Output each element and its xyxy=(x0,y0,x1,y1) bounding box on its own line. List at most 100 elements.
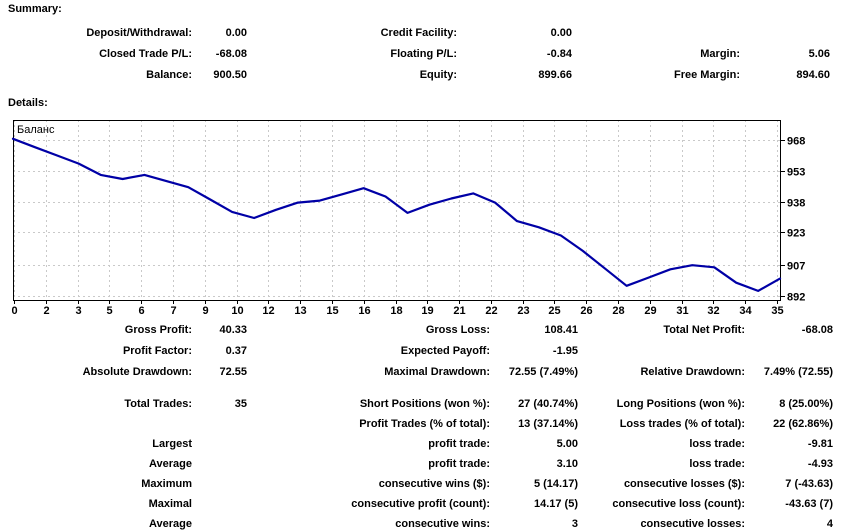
stat-label: Total Net Profit: xyxy=(663,324,745,336)
svg-text:907: 907 xyxy=(787,261,805,273)
stat-label: Credit Facility: xyxy=(380,27,457,39)
stat-value xyxy=(192,414,247,434)
details-row: Total Trades: 35 Short Positions (won %)… xyxy=(0,394,858,414)
stat-value: 35 xyxy=(234,398,247,410)
details-heading: Details: xyxy=(8,97,48,109)
svg-text:25: 25 xyxy=(548,305,560,317)
stat-label: loss trade: xyxy=(689,458,745,470)
stat-value: 40.33 xyxy=(219,324,247,336)
stat-label: consecutive profit (count): xyxy=(351,498,490,510)
stat-value: -9.81 xyxy=(807,438,833,450)
stat-value xyxy=(192,434,247,454)
stat-label: consecutive losses ($): xyxy=(623,478,745,490)
svg-text:21: 21 xyxy=(453,305,465,317)
stat-label: Long Positions (won %): xyxy=(616,398,745,410)
svg-text:968: 968 xyxy=(787,136,805,148)
stat-label: Gross Profit: xyxy=(124,324,192,336)
stat-value: 4 xyxy=(826,518,833,530)
stat-value: -68.08 xyxy=(215,48,247,60)
details-row: Average consecutive wins: 3 consecutive … xyxy=(0,514,858,532)
svg-text:18: 18 xyxy=(390,305,402,317)
stat-value: 8 (25.00%) xyxy=(779,398,833,410)
stat-label: Floating P/L: xyxy=(390,48,457,60)
stat-label: Maximal Drawdown: xyxy=(384,366,490,378)
svg-text:29: 29 xyxy=(644,305,656,317)
stat-value xyxy=(192,474,247,494)
summary-heading: Summary: xyxy=(8,3,62,15)
stat-label: Deposit/Withdrawal: xyxy=(86,27,192,39)
stat-value: 0.37 xyxy=(225,345,247,357)
chart-frame xyxy=(13,120,785,304)
stat-value: 27 (40.74%) xyxy=(518,398,578,410)
stat-label: profit trade: xyxy=(428,458,490,470)
svg-text:5: 5 xyxy=(106,305,112,317)
stat-label: Closed Trade P/L: xyxy=(99,48,192,60)
details-row: Average profit trade: 3.10 loss trade: -… xyxy=(0,454,858,474)
stat-value: -0.84 xyxy=(546,48,572,60)
svg-text:938: 938 xyxy=(787,198,805,210)
details-row: Largest profit trade: 5.00 loss trade: -… xyxy=(0,434,858,454)
stat-label: Short Positions (won %): xyxy=(359,398,490,410)
stat-value: 5 (14.17) xyxy=(533,478,578,490)
details-row: Gross Profit: 40.33 Gross Loss: 108.41 T… xyxy=(0,320,858,341)
stat-value: 22 (62.86%) xyxy=(773,418,833,430)
stat-value xyxy=(192,494,247,514)
stat-value xyxy=(745,341,833,362)
svg-text:9: 9 xyxy=(202,305,208,317)
stat-label: Total Trades: xyxy=(124,398,192,410)
stat-label: consecutive wins ($): xyxy=(378,478,490,490)
svg-text:923: 923 xyxy=(787,228,805,240)
svg-text:32: 32 xyxy=(707,305,719,317)
summary-row: Balance: 900.50 Equity: 899.66 Free Marg… xyxy=(0,65,858,86)
stat-label: Margin: xyxy=(700,48,740,60)
balance-line xyxy=(11,137,782,292)
svg-text:15: 15 xyxy=(326,305,338,317)
svg-text:19: 19 xyxy=(421,305,433,317)
stat-value: 899.66 xyxy=(538,69,572,81)
svg-text:7: 7 xyxy=(170,305,176,317)
svg-text:31: 31 xyxy=(676,305,688,317)
stat-label xyxy=(0,414,192,434)
stat-label: Loss trades (% of total): xyxy=(619,418,745,430)
summary-row: Deposit/Withdrawal: 0.00 Credit Facility… xyxy=(0,23,858,44)
stat-label: profit trade: xyxy=(428,438,490,450)
stat-value: 3 xyxy=(571,518,578,530)
svg-text:10: 10 xyxy=(231,305,243,317)
stat-label: Profit Factor: xyxy=(122,345,192,357)
details-row: Absolute Drawdown: 72.55 Maximal Drawdow… xyxy=(0,362,858,383)
stat-value: 72.55 xyxy=(219,366,247,378)
stat-value: 7.49% (72.55) xyxy=(763,366,833,378)
stat-value: 72.55 (7.49%) xyxy=(508,366,578,378)
stat-value: 13 (37.14%) xyxy=(518,418,578,430)
stat-value: -68.08 xyxy=(801,324,833,336)
svg-text:12: 12 xyxy=(262,305,274,317)
details-row: Maximum consecutive wins ($): 5 (14.17) … xyxy=(0,474,858,494)
stat-value: 5.00 xyxy=(556,438,578,450)
details-row: Profit Factor: 0.37 Expected Payoff: -1.… xyxy=(0,341,858,362)
svg-text:26: 26 xyxy=(580,305,592,317)
svg-text:6: 6 xyxy=(138,305,144,317)
stat-value: 900.50 xyxy=(213,69,247,81)
stat-value xyxy=(192,514,247,532)
svg-text:23: 23 xyxy=(517,305,529,317)
stat-value: 5.06 xyxy=(808,48,830,60)
stat-label: Expected Payoff: xyxy=(400,345,490,357)
stat-label: Average xyxy=(148,518,192,530)
stat-value: 894.60 xyxy=(796,69,830,81)
svg-text:34: 34 xyxy=(739,305,752,317)
stat-label: consecutive wins: xyxy=(395,518,490,530)
stat-label: Largest xyxy=(152,438,192,450)
stat-label: Maximum xyxy=(141,478,192,490)
stat-label: consecutive losses: xyxy=(640,518,745,530)
svg-text:22: 22 xyxy=(485,305,497,317)
svg-text:16: 16 xyxy=(358,305,370,317)
stat-label: consecutive loss (count): xyxy=(612,498,745,510)
svg-text:892: 892 xyxy=(787,292,805,304)
stat-label: Equity: xyxy=(419,69,457,81)
summary-table: Deposit/Withdrawal: 0.00 Credit Facility… xyxy=(0,23,858,86)
stat-label: Average xyxy=(148,458,192,470)
stat-label: Relative Drawdown: xyxy=(640,366,745,378)
